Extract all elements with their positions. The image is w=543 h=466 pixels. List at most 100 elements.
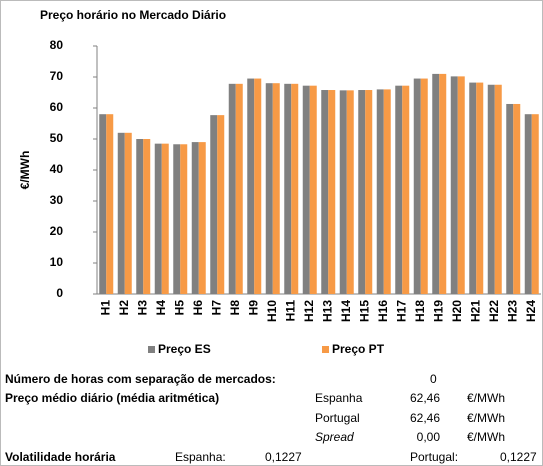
bar <box>328 90 336 295</box>
bar <box>524 114 532 294</box>
x-tick-label: H10 <box>265 300 279 322</box>
bar <box>395 85 403 295</box>
legend-swatch <box>148 346 155 353</box>
volatility-pt-value: 0,1227 <box>500 450 537 464</box>
bar <box>402 85 410 295</box>
bar <box>413 78 421 294</box>
bar <box>247 78 255 294</box>
y-axis-label: €/MWh <box>18 151 32 190</box>
x-tick-label: H2 <box>117 300 131 316</box>
x-tick-label: H16 <box>376 300 390 322</box>
bar <box>106 114 114 294</box>
avg-value: 62,46 <box>410 411 440 425</box>
bar <box>383 89 391 295</box>
bar <box>217 115 225 294</box>
bar <box>321 90 329 295</box>
bar <box>99 114 107 294</box>
bar <box>228 83 236 294</box>
y-tick-label: 50 <box>50 131 64 145</box>
x-tick-label: H14 <box>339 300 353 322</box>
bar <box>346 90 354 294</box>
x-tick-label: H1 <box>98 300 112 316</box>
bar <box>210 115 218 294</box>
bar <box>254 78 262 294</box>
x-tick-label: H20 <box>450 300 464 322</box>
bar <box>457 76 465 294</box>
x-tick-label: H23 <box>505 300 519 322</box>
bar <box>439 73 447 295</box>
bar <box>180 144 188 294</box>
x-tick-label: H13 <box>320 300 334 322</box>
bar <box>265 83 273 294</box>
legend-label: Preço ES <box>158 342 211 356</box>
bar <box>284 83 292 294</box>
avg-name: Portugal <box>315 411 360 425</box>
bar <box>420 78 428 294</box>
x-tick-label: H6 <box>191 300 205 316</box>
bar <box>143 139 151 294</box>
x-tick-label: H5 <box>172 300 186 316</box>
hours-label: Número de horas com separação de mercado… <box>5 372 276 386</box>
y-tick-label: 60 <box>50 100 64 114</box>
bar <box>450 76 458 294</box>
y-tick-label: 0 <box>56 286 63 300</box>
bar <box>513 103 521 294</box>
avg-value: 0,00 <box>417 430 441 444</box>
bar <box>154 143 162 294</box>
bar <box>432 73 440 295</box>
avg-value: 62,46 <box>410 391 440 405</box>
bar <box>161 143 169 294</box>
legend-label: Preço PT <box>332 342 385 356</box>
x-tick-label: H19 <box>431 300 445 322</box>
volatility-es-value: 0,1227 <box>265 450 302 464</box>
y-tick-label: 30 <box>50 193 64 207</box>
bar <box>291 83 299 294</box>
bar <box>469 82 477 294</box>
bar <box>136 139 144 294</box>
avg-name: Spread <box>315 430 354 444</box>
bar <box>173 144 181 294</box>
chart-title: Preço horário no Mercado Diário <box>40 8 226 22</box>
bar <box>198 142 206 294</box>
y-tick-label: 10 <box>50 255 64 269</box>
bar <box>376 89 384 295</box>
y-tick-label: 20 <box>50 224 64 238</box>
avg-unit: €/MWh <box>467 411 505 425</box>
avg-unit: €/MWh <box>467 391 505 405</box>
x-tick-label: H11 <box>283 300 297 322</box>
x-tick-label: H9 <box>246 300 260 316</box>
x-tick-label: H12 <box>302 300 316 322</box>
bar <box>476 82 484 294</box>
bar <box>124 132 132 294</box>
bar <box>487 84 495 294</box>
y-tick-label: 40 <box>50 162 64 176</box>
bar <box>365 90 373 295</box>
x-tick-label: H21 <box>468 300 482 322</box>
bar <box>358 90 366 295</box>
bar <box>117 132 125 294</box>
x-tick-label: H3 <box>135 300 149 316</box>
x-tick-label: H18 <box>413 300 427 322</box>
volatility-label: Volatilidade horária <box>5 450 116 464</box>
x-tick-label: H22 <box>487 300 501 322</box>
legend-swatch <box>322 346 329 353</box>
avg-unit: €/MWh <box>467 430 505 444</box>
hours-value: 0 <box>430 372 437 386</box>
bar <box>302 85 310 295</box>
volatility-es-label: Espanha: <box>175 450 226 464</box>
x-tick-label: H4 <box>154 300 168 316</box>
avg-name: Espanha <box>315 391 363 405</box>
bar <box>339 90 347 294</box>
bar <box>506 103 514 294</box>
y-tick-label: 70 <box>50 69 64 83</box>
bar <box>494 84 502 294</box>
avg-label: Preço médio diário (média aritmética) <box>5 391 219 405</box>
volatility-pt-label: Portugal: <box>410 450 458 464</box>
bar <box>235 83 243 294</box>
bar <box>531 114 539 294</box>
y-tick-label: 80 <box>50 38 64 52</box>
bar <box>309 85 317 295</box>
bar <box>191 142 199 294</box>
x-tick-label: H8 <box>228 300 242 316</box>
